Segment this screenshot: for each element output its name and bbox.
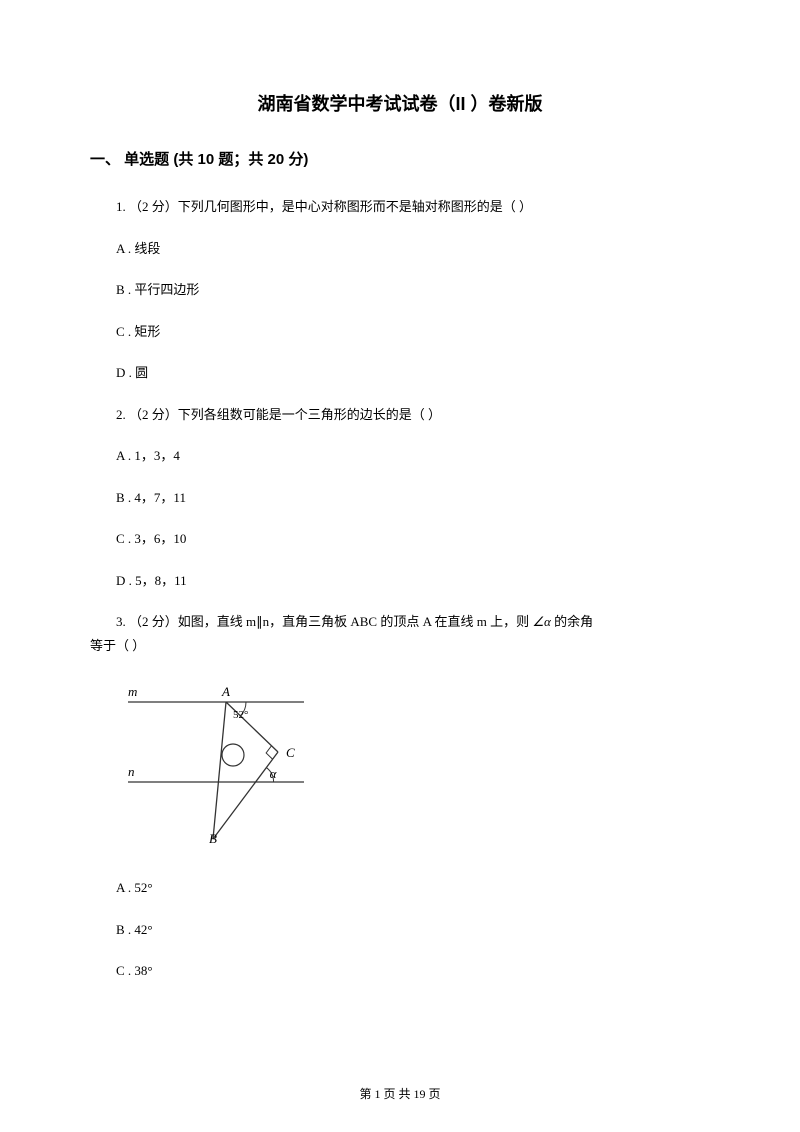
q2-option-c: C . 3，6，10: [90, 529, 710, 549]
svg-text:B: B: [209, 831, 217, 846]
q1-option-c: C . 矩形: [90, 322, 710, 342]
page-title: 湖南省数学中考试试卷（II ）卷新版: [90, 90, 710, 116]
section-header: 一、 单选题 (共 10 题；共 20 分): [90, 148, 710, 169]
q2-stem: 2. （2 分）下列各组数可能是一个三角形的边长的是（ ）: [90, 405, 710, 425]
q3-figure: m n A B C 52° α: [118, 677, 710, 852]
svg-text:A: A: [221, 684, 230, 699]
q2-option-a: A . 1，3，4: [90, 446, 710, 466]
svg-text:α: α: [270, 766, 278, 781]
svg-text:C: C: [286, 745, 295, 760]
q3-option-a: A . 52°: [90, 878, 710, 898]
q2-option-b: B . 4，7，11: [90, 488, 710, 508]
q1-option-d: D . 圆: [90, 363, 710, 383]
svg-text:m: m: [128, 684, 137, 699]
q1-option-b: B . 平行四边形: [90, 280, 710, 300]
q3-stem-a: 3. （2 分）如图，直线 m∥n，直角三角板 ABC 的顶点 A 在直线 m …: [116, 614, 532, 629]
q3-option-b: B . 42°: [90, 920, 710, 940]
angle-alpha-symbol: ∠α: [532, 614, 550, 629]
svg-text:52°: 52°: [233, 709, 248, 721]
q2-option-d: D . 5，8，11: [90, 571, 710, 591]
q1-stem: 1. （2 分）下列几何图形中，是中心对称图形而不是轴对称图形的是（ ）: [90, 197, 710, 217]
q3-stem-line1: 3. （2 分）如图，直线 m∥n，直角三角板 ABC 的顶点 A 在直线 m …: [90, 612, 710, 632]
q3-option-c: C . 38°: [90, 961, 710, 981]
q3-stem-line2: 等于（ ）: [90, 636, 710, 656]
q3-stem-b: 的余角: [551, 614, 593, 629]
q1-option-a: A . 线段: [90, 239, 710, 259]
triangle-diagram: m n A B C 52° α: [118, 677, 308, 847]
page-footer: 第 1 页 共 19 页: [0, 1085, 800, 1102]
svg-text:n: n: [128, 764, 135, 779]
